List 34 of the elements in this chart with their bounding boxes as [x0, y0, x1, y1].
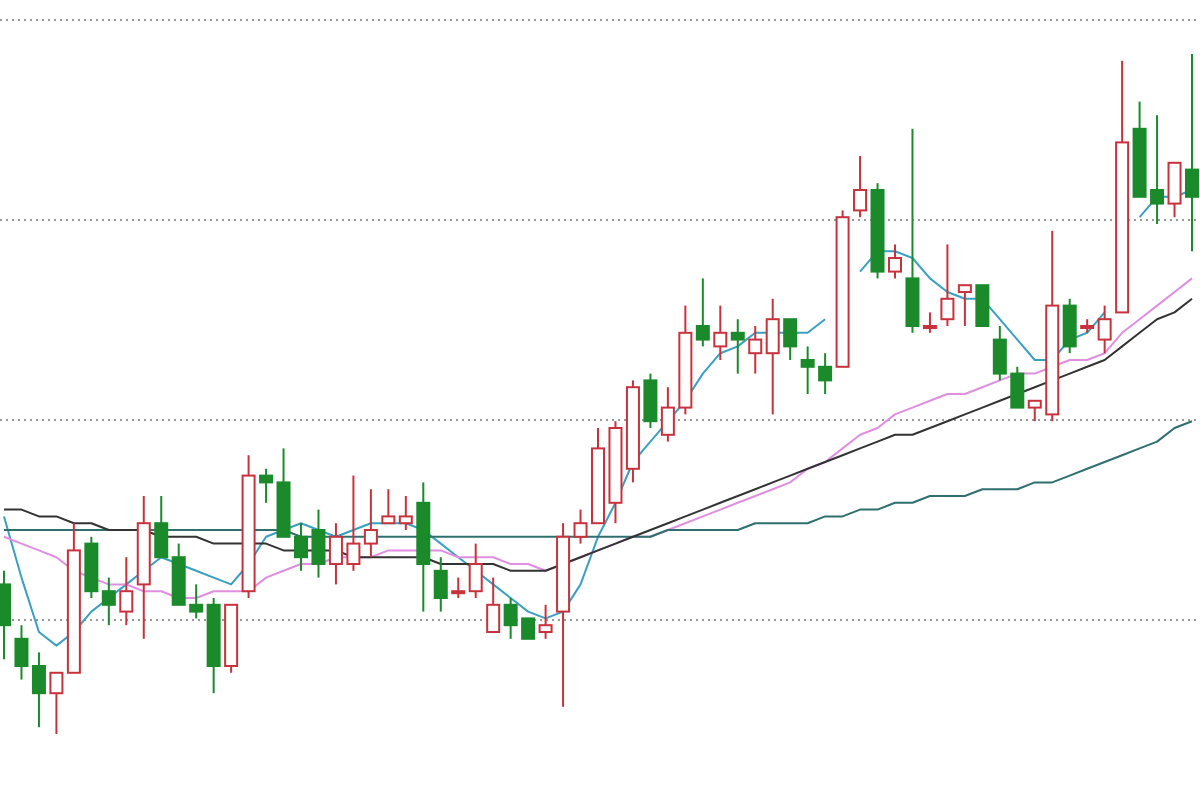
candlestick [486, 576, 501, 633]
candlestick [259, 467, 274, 504]
candlestick [957, 284, 972, 327]
candlestick [1097, 304, 1112, 355]
candlestick [1167, 161, 1182, 219]
candlestick [713, 304, 728, 361]
candlestick [695, 277, 710, 348]
candlestick [101, 576, 116, 627]
candlestick [49, 671, 64, 735]
candlestick [538, 603, 553, 640]
candlestick [154, 495, 169, 559]
candlestick [119, 556, 134, 627]
candlestick [730, 318, 745, 375]
candlestick [783, 318, 798, 361]
candlestick [853, 155, 868, 219]
candlestick [84, 535, 99, 599]
candlestick [31, 651, 46, 729]
candlestick [748, 325, 763, 375]
candlestick [905, 127, 920, 334]
candlestick [922, 311, 937, 334]
candlestick [940, 243, 955, 327]
candlestick [398, 495, 413, 531]
candlestick [975, 284, 990, 327]
candlestick [468, 542, 483, 599]
candlestick [1185, 53, 1199, 253]
candlestick [765, 297, 780, 416]
candlestick [1062, 297, 1077, 355]
candlestick [643, 372, 658, 429]
candlestick [14, 624, 29, 681]
candlestick [433, 556, 448, 613]
candlestick [888, 243, 902, 280]
candlestick [451, 576, 466, 599]
candlestick [363, 488, 378, 559]
candlestick [381, 488, 396, 525]
